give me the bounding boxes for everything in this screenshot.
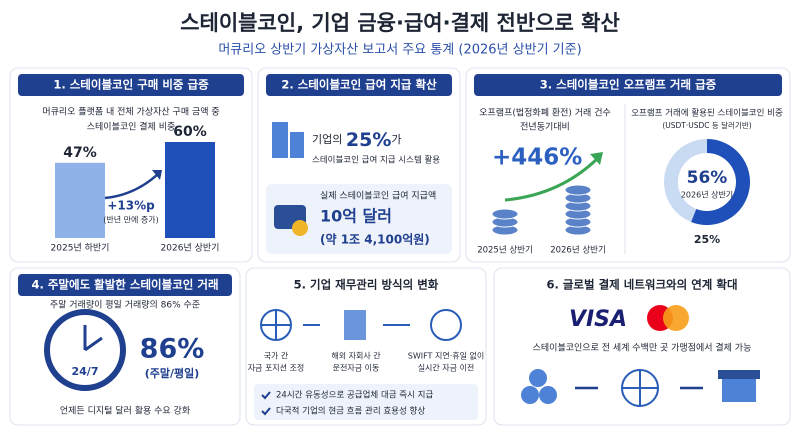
decoration [272,122,288,158]
stat: 기업의 25%가 [312,129,401,151]
category: 2026년 상반기 [161,243,220,254]
panel-title: 2. 스테이블코인 급여 지급 확산 [281,78,437,92]
caption: 전년동기대비 [520,122,570,133]
decoration [152,170,162,180]
growth: +446% [492,145,582,171]
decoration [491,208,519,220]
decoration [261,310,291,340]
caption: 오프램프(법정화폐 환전) 거래 건수 [479,107,611,119]
decoration [266,184,452,254]
stat-note: 스테이블코인 급여 지급 시스템 활용 [312,155,440,166]
payout-value: 10억 달러 [320,207,392,226]
value-label: 60% [173,124,207,140]
decoration [663,305,689,331]
caption: (USDT·USDC 등 달러기반) [662,121,751,130]
brand: VISA [569,307,627,332]
stat-prefix: 기업의 [312,133,342,146]
decoration [529,369,547,387]
decoration [292,220,308,236]
caption: 머큐리오 플랫폼 내 전체 가상자산 구매 금액 중 [42,106,219,118]
decoration [344,310,366,340]
caption: 스테이블코인 결제 비중 [87,122,176,133]
decoration [504,156,600,202]
panel-title: 1. 스테이블코인 구매 비중 급증 [53,78,209,92]
group: 47% 60% [55,124,215,238]
prior-label: 25% [694,233,720,246]
caption: 스테이블코인으로 전 세계 수백만 곳 가맹점에서 결제 가능 [533,342,752,354]
step: 실시간 자금 이전 [418,363,475,373]
stat-suffix: 가 [391,133,401,146]
decoration [622,370,658,406]
value: 86% [140,334,205,365]
share-label: 56% [687,168,728,188]
decoration [83,325,103,352]
check: 다국적 기업의 현금 흐름 관리 효용성 향상 [276,406,425,417]
bar [55,162,105,238]
decoration [474,74,782,96]
period: 2026년 상반기 [550,245,606,256]
decoration [104,173,159,200]
decoration [718,370,760,379]
change-note: (반년 만에 증가) [103,215,159,225]
step: 국가 간 [264,351,289,361]
value-note: (주말/평일) [145,366,200,380]
decoration [521,386,539,404]
decoration [493,267,791,426]
period: 2025년 상반기 [477,245,533,256]
group [691,139,750,225]
decoration [590,152,603,165]
caption: 오프램프 거래에 활용된 스테이블코인 비중 [631,108,783,119]
clock: 24/7 [72,365,99,378]
panel-title: 4. 주말에도 활발한 스테이블코인 거래 [31,278,218,292]
step: 운전자금 이동 [333,363,380,373]
decoration [18,74,244,96]
check: 24시간 유동성으로 공급업체 대금 즉시 지급 [276,390,433,401]
decoration [430,309,462,341]
step: SWIFT 지연·휴일 없이 [408,351,484,361]
decoration [18,274,232,296]
decoration [290,132,304,158]
decoration [9,67,253,263]
subtitle: 머큐리오 상반기 가상자산 보고서 주요 통계 (2026년 상반기 기준) [218,43,581,58]
panel-title: 6. 글로벌 결제 네트워크와의 연계 확대 [546,278,737,292]
bar [165,142,215,238]
panel-title: 3. 스테이블코인 오프램프 거래 급증 [540,78,717,92]
title: 스테이블코인, 기업 금융·급여·결제 전반으로 확산 [180,11,620,35]
decoration [564,184,592,196]
stat-value: 25% [346,129,391,151]
decoration [722,378,756,402]
category: 2025년 하반기 [51,243,110,254]
panel-title: 5. 기업 재무관리 방식의 변화 [294,278,439,292]
change: +13%p [107,199,155,213]
footer: 언제든 디지털 달러 활용 수요 강화 [60,405,190,417]
value-label: 47% [63,145,97,161]
decoration [254,384,478,420]
caption: 주말 거래량이 평일 거래량의 86% 수준 [50,299,200,311]
payout-note: (약 1조 4,100억원) [320,232,430,247]
share-period: 2026년 상반기 [681,190,733,200]
donut-arc [691,139,750,225]
step: 자금 포지션 조정 [248,363,305,373]
group [491,184,592,236]
group [521,369,557,404]
payout-caption: 실제 스테이블코인 급여 지급액 [320,190,436,202]
decoration [261,391,271,416]
step: 해외 자회사 간 [331,351,381,361]
decoration [266,74,452,96]
group [272,122,304,158]
decoration [539,386,557,404]
